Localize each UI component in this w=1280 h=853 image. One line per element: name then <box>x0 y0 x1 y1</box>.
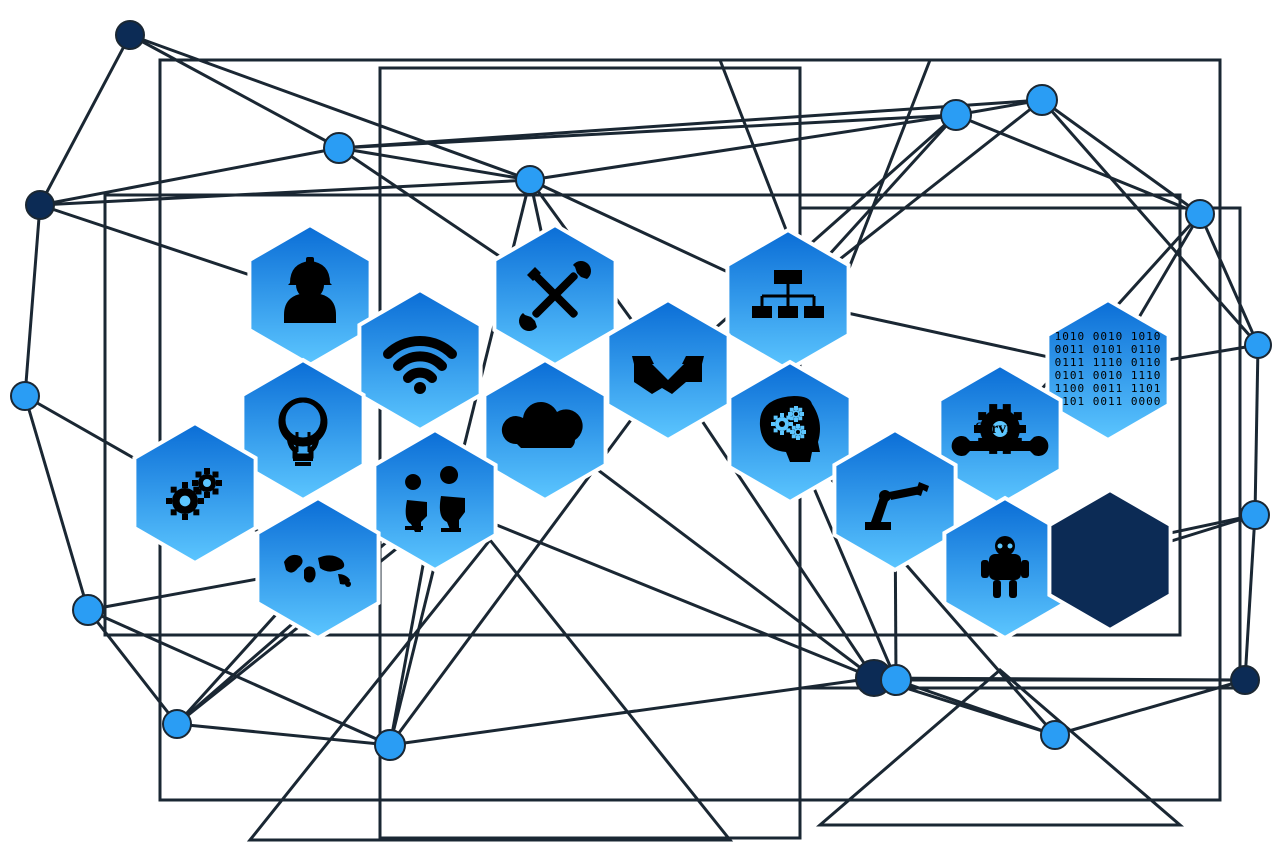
network-node <box>73 595 103 625</box>
network-node <box>516 166 544 194</box>
hex-worker <box>249 225 370 365</box>
network-node <box>941 100 971 130</box>
network-node <box>163 710 191 738</box>
network-node <box>1186 200 1214 228</box>
svg-text:1100 0011 1101: 1100 0011 1101 <box>1055 382 1162 395</box>
network-node <box>1041 721 1069 749</box>
svg-text:1010 0010 1010: 1010 0010 1010 <box>1055 330 1162 343</box>
svg-text:0101 0010 1110: 0101 0010 1110 <box>1055 369 1162 382</box>
network-node <box>11 382 39 410</box>
network-node <box>1027 85 1057 115</box>
hexagon-layer: 1010 0010 10100011 0101 01100111 1110 01… <box>134 225 1170 638</box>
hex-people <box>374 430 495 570</box>
hex-lightbulb <box>242 360 363 500</box>
hex-wifi <box>359 290 480 430</box>
hex-gears <box>134 423 255 563</box>
hex-darkhex <box>1049 490 1170 630</box>
network-node <box>324 133 354 163</box>
network-node <box>26 191 54 219</box>
svg-text:0111 1110 0110: 0111 1110 0110 <box>1055 356 1162 369</box>
network-node <box>1231 666 1259 694</box>
network-node <box>881 665 911 695</box>
network-node <box>375 730 405 760</box>
svg-text:0011 0101 0110: 0011 0101 0110 <box>1055 343 1162 356</box>
binary-icon: 1010 0010 10100011 0101 01100111 1110 01… <box>1055 330 1162 408</box>
network-diagram: 1010 0010 10100011 0101 01100111 1110 01… <box>0 0 1280 853</box>
network-node <box>1241 501 1269 529</box>
hex-orgchart <box>727 230 848 370</box>
svg-text:0101 0011 0000: 0101 0011 0000 <box>1055 395 1162 408</box>
svg-text:Service: Service <box>975 420 1025 437</box>
hex-binary: 1010 0010 10100011 0101 01100111 1110 01… <box>1047 300 1168 440</box>
network-node <box>1245 332 1271 358</box>
hex-handshake <box>607 300 728 440</box>
network-node <box>116 21 144 49</box>
